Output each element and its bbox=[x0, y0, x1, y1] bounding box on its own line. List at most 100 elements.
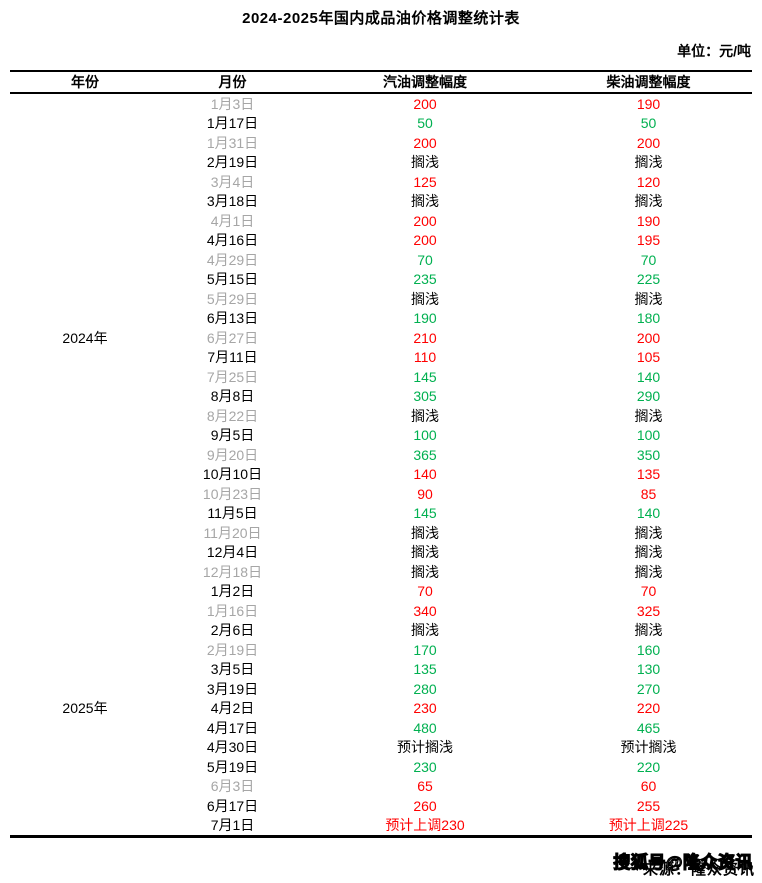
date-cell: 1月3日 bbox=[210, 95, 255, 112]
gasoline-value: 140 bbox=[413, 466, 437, 483]
table-row: 9月5日 100 100 bbox=[10, 426, 752, 446]
date-cell: 4月30日 bbox=[206, 739, 259, 756]
date-cell: 3月5日 bbox=[210, 661, 255, 678]
gasoline-value: 305 bbox=[413, 388, 437, 405]
date-cell: 4月17日 bbox=[206, 719, 259, 736]
page-title: 2024-2025年国内成品油价格调整统计表 bbox=[242, 10, 520, 27]
col-header-month: 月份 bbox=[218, 74, 247, 90]
source-label: 来源：隆众资讯 bbox=[642, 861, 755, 878]
table-row: 5月19日 230 220 bbox=[10, 757, 752, 777]
gasoline-value: 搁浅 bbox=[411, 524, 439, 541]
table-row: 1月17日 50 50 bbox=[10, 114, 752, 134]
gasoline-value: 搁浅 bbox=[411, 563, 439, 580]
gasoline-value: 135 bbox=[413, 661, 437, 678]
diesel-value: 350 bbox=[636, 446, 661, 463]
table-row: 4月16日 200 195 bbox=[10, 231, 752, 251]
table-row: 3月19日 280 270 bbox=[10, 679, 752, 699]
gasoline-value: 搁浅 bbox=[411, 622, 439, 639]
gasoline-value: 260 bbox=[413, 797, 437, 814]
diesel-value: 200 bbox=[636, 134, 661, 151]
gasoline-value: 70 bbox=[417, 583, 433, 600]
diesel-value: 140 bbox=[636, 505, 661, 522]
date-cell: 3月18日 bbox=[206, 193, 259, 210]
diesel-value: 搁浅 bbox=[634, 544, 663, 561]
table-row: 7月11日 110 105 bbox=[10, 348, 752, 368]
year-cell: 2025年 bbox=[62, 700, 108, 717]
date-cell: 12月18日 bbox=[202, 563, 263, 580]
diesel-value: 195 bbox=[636, 232, 661, 249]
date-cell: 8月22日 bbox=[206, 407, 259, 424]
table-row: 2月19日 170 160 bbox=[10, 640, 752, 660]
gasoline-value: 预计上调230 bbox=[385, 817, 465, 834]
gasoline-value: 搁浅 bbox=[411, 193, 439, 210]
table-row: 3月5日 135 130 bbox=[10, 660, 752, 680]
gasoline-value: 搁浅 bbox=[411, 544, 439, 561]
gasoline-value: 210 bbox=[413, 329, 437, 346]
table-body: 2024年 1月3日 200 190 1月17日 50 50 1月31日 200 200 2月19日… bbox=[10, 93, 752, 837]
diesel-value: 120 bbox=[636, 173, 661, 190]
gasoline-value: 235 bbox=[413, 271, 437, 288]
diesel-value: 搁浅 bbox=[634, 193, 663, 210]
gasoline-value: 200 bbox=[413, 134, 437, 151]
date-cell: 2月19日 bbox=[206, 641, 259, 658]
diesel-value: 140 bbox=[636, 368, 661, 385]
gasoline-value: 200 bbox=[413, 232, 437, 249]
gasoline-value: 搁浅 bbox=[411, 407, 439, 424]
diesel-value: 135 bbox=[636, 466, 661, 483]
table-row: 2月6日 搁浅 搁浅 bbox=[10, 621, 752, 641]
table-row: 2024年 1月3日 200 190 bbox=[10, 93, 752, 345]
diesel-value: 255 bbox=[636, 797, 661, 814]
date-cell: 6月3日 bbox=[210, 778, 255, 795]
date-cell: 2月19日 bbox=[206, 154, 259, 171]
diesel-value: 465 bbox=[636, 719, 661, 736]
date-cell: 11月20日 bbox=[203, 524, 262, 541]
date-cell: 7月11日 bbox=[207, 349, 258, 366]
table-row: 4月30日 预计搁浅 预计搁浅 bbox=[10, 738, 752, 758]
diesel-value: 搁浅 bbox=[634, 290, 663, 307]
date-cell: 1月16日 bbox=[206, 602, 259, 619]
gasoline-value: 125 bbox=[413, 173, 437, 190]
gasoline-value: 340 bbox=[413, 602, 437, 619]
date-cell: 7月25日 bbox=[206, 368, 259, 385]
header-row: 年份 月份 汽油调整幅度 柴油调整幅度 bbox=[10, 71, 752, 93]
diesel-value: 225 bbox=[636, 271, 661, 288]
watermark-text: 搜狐号@隆众资讯 bbox=[613, 852, 753, 872]
year-cell: 2024年 bbox=[62, 329, 108, 346]
gasoline-value: 200 bbox=[413, 212, 437, 229]
date-cell: 4月29日 bbox=[206, 251, 259, 268]
date-cell: 5月29日 bbox=[206, 290, 259, 307]
gasoline-value: 搁浅 bbox=[411, 290, 439, 307]
diesel-value: 325 bbox=[636, 602, 661, 619]
gasoline-value: 365 bbox=[413, 446, 437, 463]
gasoline-value: 100 bbox=[413, 427, 437, 444]
date-cell: 6月13日 bbox=[206, 310, 259, 327]
date-cell: 1月17日 bbox=[206, 115, 259, 132]
date-cell: 5月19日 bbox=[206, 758, 259, 775]
table-row: 4月17日 480 465 bbox=[10, 718, 752, 738]
diesel-value: 270 bbox=[636, 680, 661, 697]
diesel-value: 搁浅 bbox=[634, 563, 663, 580]
diesel-value: 70 bbox=[640, 583, 657, 600]
table-row: 12月18日 搁浅 搁浅 bbox=[10, 562, 752, 582]
table-row: 4月29日 70 70 bbox=[10, 250, 752, 270]
gasoline-value: 230 bbox=[413, 758, 437, 775]
diesel-value: 搁浅 bbox=[634, 524, 663, 541]
gasoline-value: 170 bbox=[413, 641, 437, 658]
diesel-value: 搁浅 bbox=[634, 622, 663, 639]
gasoline-value: 50 bbox=[417, 115, 433, 132]
unit-label: 单位：元/吨 bbox=[677, 43, 751, 59]
table-row: 9月20日 365 350 bbox=[10, 445, 752, 465]
gasoline-value: 200 bbox=[413, 95, 437, 112]
diesel-value: 220 bbox=[636, 700, 661, 717]
diesel-value: 290 bbox=[636, 388, 661, 405]
table-row: 5月15日 235 225 bbox=[10, 270, 752, 290]
table-row: 10月23日 90 85 bbox=[10, 484, 752, 504]
diesel-value: 160 bbox=[636, 641, 661, 658]
date-cell: 3月19日 bbox=[206, 680, 259, 697]
gasoline-value: 预计搁浅 bbox=[397, 739, 453, 756]
date-cell: 6月27日 bbox=[206, 329, 259, 346]
date-cell: 2月6日 bbox=[210, 622, 255, 639]
diesel-value: 搁浅 bbox=[634, 407, 663, 424]
footer-mark: 来源：隆众资讯 搜狐号@隆众资讯 bbox=[517, 845, 757, 881]
col-header-gasoline: 汽油调整幅度 bbox=[383, 74, 467, 90]
